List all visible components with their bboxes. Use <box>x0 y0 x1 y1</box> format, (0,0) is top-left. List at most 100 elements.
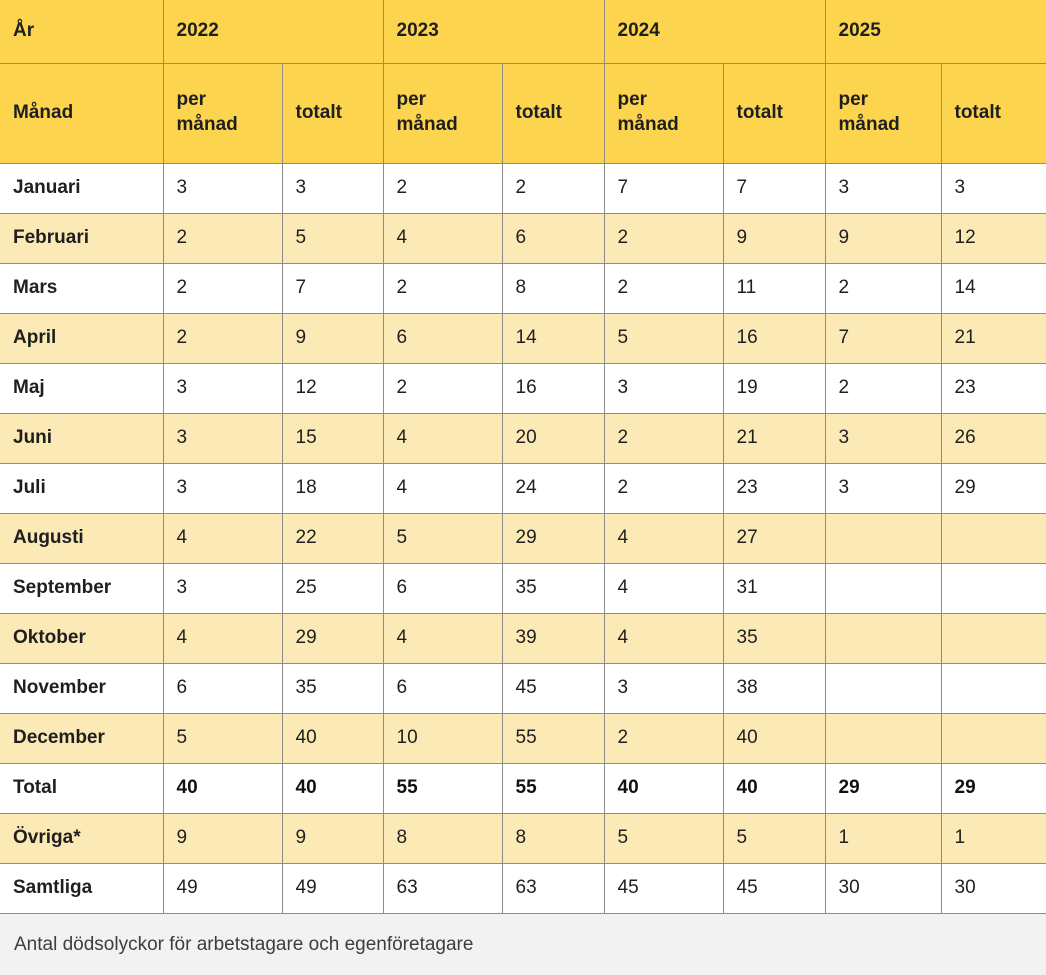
cell-value: 5 <box>722 812 826 864</box>
year-header-row: År 2022 2023 2024 2025 <box>0 0 1046 64</box>
total-header: totalt <box>940 62 1046 164</box>
cell-value: 63 <box>382 862 503 914</box>
cell-value: 6 <box>162 662 283 714</box>
cell-value: 2 <box>382 162 503 214</box>
cell-value: 7 <box>281 262 384 314</box>
cell-value: 40 <box>603 762 724 814</box>
table-caption: Antal dödsolyckor för arbetstagare och e… <box>0 913 1046 975</box>
per-month-header: per månad <box>162 62 283 164</box>
row-label: December <box>0 712 164 764</box>
cell-value: 3 <box>281 162 384 214</box>
cell-value: 12 <box>940 212 1046 264</box>
cell-value: 2 <box>162 212 283 264</box>
cell-value: 9 <box>162 812 283 864</box>
cell-value: 30 <box>940 862 1046 914</box>
year-2024-cell: 2024 <box>603 0 826 64</box>
cell-value: 20 <box>501 412 605 464</box>
cell-value: 19 <box>722 362 826 414</box>
cell-value: 4 <box>162 512 283 564</box>
cell-value: 10 <box>382 712 503 764</box>
cell-value: 12 <box>281 362 384 414</box>
cell-value: 4 <box>382 462 503 514</box>
cell-value: 6 <box>382 312 503 364</box>
month-label-cell: Månad <box>0 62 164 164</box>
cell-value: 39 <box>501 612 605 664</box>
row-label: Januari <box>0 162 164 214</box>
year-2023-cell: 2023 <box>382 0 605 64</box>
cell-value: 2 <box>603 212 724 264</box>
cell-value: 5 <box>281 212 384 264</box>
row-label: Februari <box>0 212 164 264</box>
cell-value: 8 <box>382 812 503 864</box>
cell-value: 5 <box>382 512 503 564</box>
row-label: Augusti <box>0 512 164 564</box>
cell-value: 14 <box>940 262 1046 314</box>
cell-value: 27 <box>722 512 826 564</box>
cell-value: 2 <box>162 312 283 364</box>
cell-value: 21 <box>722 412 826 464</box>
cell-value: 35 <box>281 662 384 714</box>
cell-value <box>824 562 942 614</box>
per-month-header: per månad <box>382 62 503 164</box>
table-row: September 3 25 6 35 4 31 <box>0 562 1046 614</box>
cell-value: 16 <box>501 362 605 414</box>
cell-value: 45 <box>501 662 605 714</box>
table-row: Juli 3 18 4 24 2 23 3 29 <box>0 462 1046 514</box>
sub-header-row: Månad per månad totalt per månad totalt … <box>0 62 1046 164</box>
cell-value: 2 <box>501 162 605 214</box>
cell-value: 2 <box>603 412 724 464</box>
cell-value <box>824 612 942 664</box>
cell-value: 22 <box>281 512 384 564</box>
total-header: totalt <box>722 62 826 164</box>
per-month-header: per månad <box>603 62 724 164</box>
cell-value: 4 <box>603 562 724 614</box>
cell-value: 49 <box>281 862 384 914</box>
cell-value <box>940 712 1046 764</box>
cell-value: 14 <box>501 312 605 364</box>
cell-value: 3 <box>162 562 283 614</box>
cell-value: 4 <box>603 512 724 564</box>
cell-value: 2 <box>162 262 283 314</box>
cell-value: 3 <box>603 362 724 414</box>
cell-value: 4 <box>382 612 503 664</box>
table-row: Januari 3 3 2 2 7 7 3 3 <box>0 162 1046 214</box>
row-label: Total <box>0 762 164 814</box>
cell-value: 29 <box>940 462 1046 514</box>
table-row: Oktober 4 29 4 39 4 35 <box>0 612 1046 664</box>
cell-value: 6 <box>501 212 605 264</box>
table-row: Övriga* 9 9 8 8 5 5 1 1 <box>0 812 1046 864</box>
cell-value: 3 <box>824 462 942 514</box>
cell-value: 16 <box>722 312 826 364</box>
table-row: Juni 3 15 4 20 2 21 3 26 <box>0 412 1046 464</box>
cell-value: 23 <box>722 462 826 514</box>
table-row: April 2 9 6 14 5 16 7 21 <box>0 312 1046 364</box>
cell-value: 3 <box>824 162 942 214</box>
cell-value: 2 <box>603 712 724 764</box>
cell-value: 35 <box>501 562 605 614</box>
table-row: Mars 2 7 2 8 2 11 2 14 <box>0 262 1046 314</box>
cell-value: 40 <box>722 762 826 814</box>
cell-value: 55 <box>501 762 605 814</box>
total-header: totalt <box>501 62 605 164</box>
row-label: Oktober <box>0 612 164 664</box>
cell-value: 45 <box>722 862 826 914</box>
cell-value <box>824 512 942 564</box>
cell-value: 63 <box>501 862 605 914</box>
cell-value: 23 <box>940 362 1046 414</box>
cell-value: 9 <box>722 212 826 264</box>
cell-value: 55 <box>382 762 503 814</box>
cell-value: 3 <box>162 462 283 514</box>
row-label: Maj <box>0 362 164 414</box>
cell-value: 21 <box>940 312 1046 364</box>
cell-value: 8 <box>501 262 605 314</box>
cell-value: 45 <box>603 862 724 914</box>
cell-value: 40 <box>281 762 384 814</box>
per-month-header: per månad <box>824 62 942 164</box>
cell-value: 38 <box>722 662 826 714</box>
cell-value: 24 <box>501 462 605 514</box>
cell-value: 1 <box>940 812 1046 864</box>
cell-value: 35 <box>722 612 826 664</box>
cell-value: 9 <box>281 312 384 364</box>
row-label: Mars <box>0 262 164 314</box>
